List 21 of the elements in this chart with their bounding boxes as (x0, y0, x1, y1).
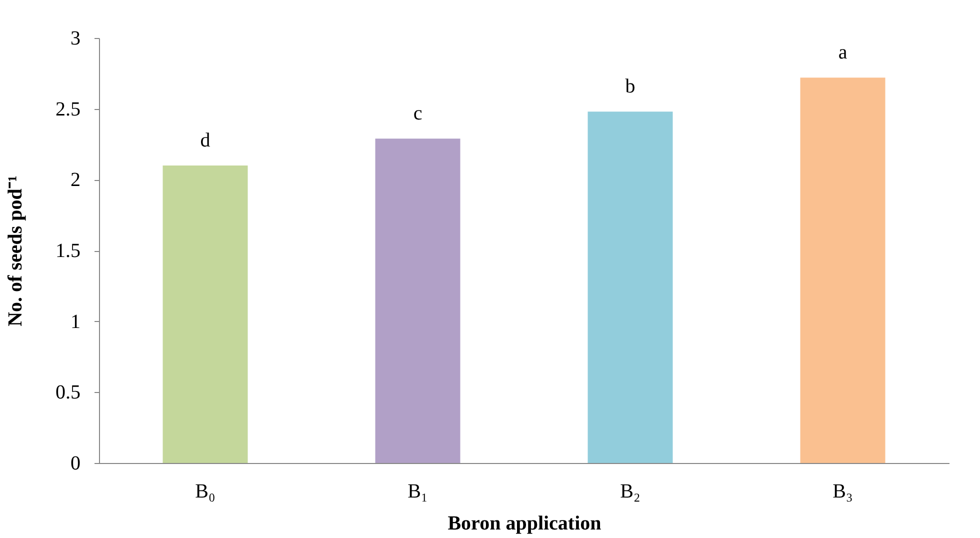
x-tick-label: B₁ (408, 480, 428, 502)
bar (588, 112, 673, 463)
annotation: b (625, 76, 636, 98)
bar (375, 138, 460, 463)
y-tick-label: 3 (70, 28, 80, 50)
x-tick-label: B₂ (620, 480, 640, 502)
y-tick-label: 1 (70, 310, 80, 333)
bar (800, 78, 886, 463)
y-tick-label: 2.5 (56, 98, 80, 120)
bar (162, 166, 248, 463)
annotation: a (838, 42, 848, 64)
y-tick-label: 0.5 (56, 382, 80, 404)
x-tick-label: B₀ (195, 480, 216, 502)
x-axis-title: Boron application (448, 512, 602, 534)
y-axis-title: No. of seeds pod⁻¹ (4, 176, 26, 326)
y-tick-label: 2 (70, 169, 80, 192)
annotation: d (200, 130, 210, 152)
y-tick-label: 0 (70, 452, 80, 474)
annotation: c (413, 102, 422, 125)
y-tick-label: 1.5 (56, 240, 80, 262)
x-tick-label: B₃ (832, 480, 853, 502)
